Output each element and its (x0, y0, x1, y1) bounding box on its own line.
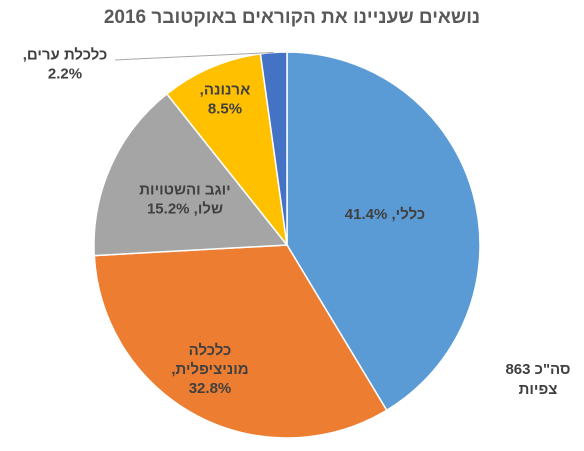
data-label: מוניציפלית, (171, 361, 248, 378)
data-label: כלכלת ערים, (23, 46, 108, 63)
data-label: כללי, 41.4% (345, 206, 425, 223)
data-label: יוגב והשטויות (139, 181, 230, 198)
annotation: צפיות (519, 381, 558, 398)
pie-slice (259, 51, 288, 246)
annotation: סה"כ 863 (505, 361, 570, 378)
data-label: 32.8% (189, 380, 232, 397)
data-label: ארנונה, (200, 81, 251, 98)
pie-slice (93, 92, 289, 257)
data-label: שלו, 15.2% (147, 200, 223, 217)
data-label: כלכלה (189, 342, 232, 359)
pie-slice (93, 244, 388, 439)
data-label: 8.5% (208, 100, 242, 117)
pie-slice (165, 52, 289, 248)
pie-slice (286, 51, 481, 412)
chart-title: נושאים שעניינו את הקוראים באוקטובר 2016 (104, 7, 480, 28)
data-label: 2.2% (48, 65, 82, 82)
leader-line (114, 51, 274, 61)
